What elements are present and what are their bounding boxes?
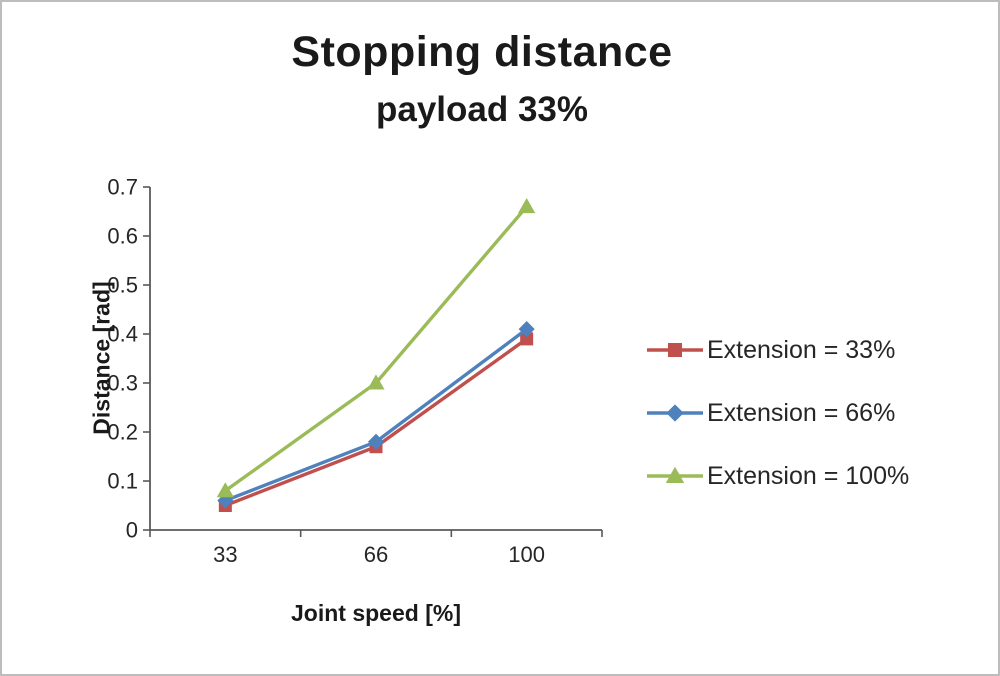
- legend-swatch-diamond: [647, 404, 703, 422]
- y-axis-title: Distance [rad]: [88, 281, 115, 435]
- legend-label: Extension = 66%: [707, 398, 896, 427]
- series-2: [216, 198, 536, 498]
- legend-item: Extension = 100%: [647, 461, 909, 491]
- series-line: [224, 327, 528, 503]
- x-axis-title: Joint speed [%]: [291, 600, 461, 626]
- y-tick-label: 0.3: [107, 371, 138, 396]
- x-tick-label: 66: [364, 542, 388, 567]
- data-marker-square: [520, 332, 534, 346]
- plot-area: 0 0.1 0.2 0.3 0.4 0.5 0.6 0.7 33 66 100: [107, 175, 603, 567]
- chart-title: Stopping distance: [291, 28, 673, 76]
- data-marker-diamond: [666, 404, 684, 422]
- y-tick-label: 0.1: [107, 469, 138, 494]
- legend-swatch-triangle: [647, 466, 703, 483]
- x-tick-label: 33: [213, 542, 237, 567]
- chart-subtitle: payload 33%: [375, 90, 589, 129]
- legend: Extension = 33% Extension = 66% Extensio…: [647, 335, 909, 524]
- y-tick-label: 0: [126, 518, 138, 543]
- y-tick-label: 0.5: [107, 273, 138, 298]
- data-marker-diamond: [518, 321, 535, 338]
- legend-label: Extension = 33%: [707, 335, 896, 364]
- data-marker-triangle: [216, 482, 234, 498]
- data-marker-triangle: [367, 374, 385, 390]
- y-tick-label: 0.4: [107, 322, 138, 347]
- legend-item: Extension = 66%: [647, 398, 909, 428]
- data-marker-square: [668, 343, 682, 357]
- legend-swatch-square: [647, 343, 703, 357]
- data-marker-triangle: [518, 198, 536, 214]
- y-tick-label: 0.7: [107, 175, 138, 200]
- legend-item: Extension = 33%: [647, 335, 909, 365]
- y-tick-label: 0.2: [107, 420, 138, 445]
- x-tick-label: 100: [508, 542, 545, 567]
- y-tick-label: 0.6: [107, 224, 138, 249]
- data-marker-triangle: [665, 466, 685, 483]
- data-marker-diamond: [367, 433, 385, 450]
- legend-label: Extension = 100%: [707, 461, 910, 490]
- series-1: [217, 321, 535, 509]
